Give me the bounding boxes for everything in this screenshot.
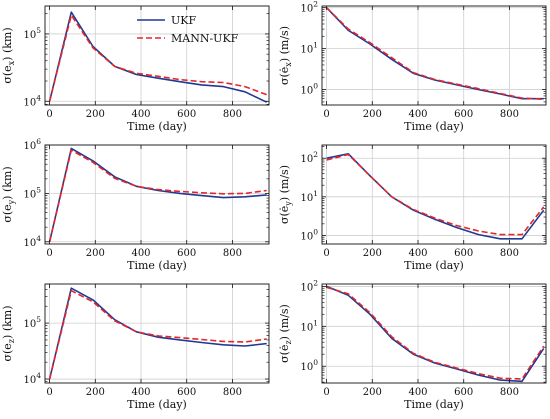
- legend-label-mann-ukf: MANN-UKF: [171, 32, 239, 45]
- x-tick-label: 400: [131, 109, 150, 120]
- series-line-ukf: [326, 153, 545, 240]
- x-tick-label: 0: [323, 248, 329, 259]
- plot-frame: [44, 283, 270, 384]
- x-tick-label: 200: [363, 387, 382, 398]
- y-axis-label: σ(ey) (km): [1, 166, 16, 222]
- subplot-1: 0 200 400 600 800 104 105 Time (day) σ(ex) (km) U…: [1, 5, 270, 133]
- y-tick-label: 100: [300, 227, 318, 242]
- x-tick-label: 800: [223, 109, 242, 120]
- series-line-mann-ukf: [326, 153, 545, 236]
- plot-frame: [44, 144, 270, 245]
- series-line-ukf: [48, 287, 267, 380]
- y-tick-label: 102: [300, 0, 318, 15]
- plot-frame: [321, 283, 547, 384]
- y-tick-label: 105: [23, 185, 41, 200]
- plot-frame: [321, 5, 547, 106]
- y-tick-label: 101: [300, 318, 318, 333]
- x-tick-label: 0: [323, 387, 329, 398]
- x-tick-label: 800: [223, 387, 242, 398]
- y-tick-label: 105: [23, 26, 41, 41]
- x-axis-label: Time (day): [404, 120, 464, 133]
- x-axis-label: Time (day): [127, 120, 187, 133]
- x-tick-label: 600: [454, 109, 473, 120]
- x-tick-label: 800: [500, 248, 519, 259]
- x-tick-label: 800: [500, 387, 519, 398]
- y-tick-label: 104: [23, 234, 41, 249]
- x-tick-label: 0: [46, 248, 52, 259]
- series-line-ukf: [48, 147, 267, 242]
- y-tick-label: 100: [300, 82, 318, 97]
- x-tick-label: 400: [408, 109, 427, 120]
- x-tick-label: 600: [177, 248, 196, 259]
- x-tick-label: 200: [363, 109, 382, 120]
- series-line-mann-ukf: [48, 14, 267, 102]
- x-tick-label: 400: [131, 387, 150, 398]
- y-tick-label: 105: [23, 315, 41, 330]
- x-tick-label: 400: [408, 387, 427, 398]
- y-tick-label: 104: [23, 371, 41, 386]
- x-tick-label: 400: [131, 248, 150, 259]
- x-tick-label: 200: [86, 387, 105, 398]
- plot-frame: [321, 144, 547, 245]
- series-line-ukf: [48, 11, 268, 103]
- x-tick-label: 800: [500, 109, 519, 120]
- series-line-ukf: [326, 7, 544, 100]
- legend-label-ukf: UKF: [171, 14, 196, 27]
- x-tick-label: 800: [223, 248, 242, 259]
- x-tick-label: 600: [177, 109, 196, 120]
- subplot-5: 0 200 400 600 800 104 105 Time (day) σ(ez) (km): [1, 283, 270, 411]
- x-axis-label: Time (day): [127, 259, 187, 272]
- y-axis-label: σ(ex) (km): [1, 27, 16, 83]
- x-tick-label: 0: [46, 387, 52, 398]
- y-axis-label: σ(ėx) (m/s): [278, 26, 293, 85]
- x-tick-label: 0: [46, 109, 52, 120]
- legend: UKF MANN-UKF: [137, 14, 239, 45]
- x-tick-label: 600: [454, 248, 473, 259]
- x-tick-label: 600: [177, 387, 196, 398]
- x-tick-label: 200: [86, 109, 105, 120]
- y-tick-label: 100: [300, 358, 318, 373]
- series-line-mann-ukf: [326, 7, 544, 101]
- plot-frame: [44, 5, 270, 106]
- series-line-mann-ukf: [48, 149, 267, 242]
- y-tick-label: 102: [300, 278, 318, 293]
- y-tick-label: 101: [300, 189, 318, 204]
- y-tick-label: 106: [23, 137, 41, 152]
- subplot-4: 0 200 400 600 800 100 101 102 Time (day) σ(ėy) (m…: [278, 144, 547, 272]
- series-line-ukf: [326, 285, 545, 383]
- y-axis-label: σ(ez) (km): [1, 306, 16, 362]
- x-axis-label: Time (day): [404, 398, 464, 411]
- x-tick-label: 600: [454, 387, 473, 398]
- series-line-mann-ukf: [48, 289, 267, 380]
- series-line-mann-ukf: [326, 286, 545, 380]
- subplot-6: 0 200 400 600 800 100 101 102 Time (day) σ(ėz) (m…: [278, 278, 547, 411]
- subplot-3: 0 200 400 600 800 104 105 106 Time (day) σ(ey) (k…: [1, 137, 270, 272]
- y-tick-label: 102: [300, 150, 318, 165]
- y-axis-label: σ(ėz) (m/s): [278, 304, 293, 363]
- x-tick-label: 200: [363, 248, 382, 259]
- x-tick-label: 200: [86, 248, 105, 259]
- y-axis-label: σ(ėy) (m/s): [278, 165, 293, 224]
- x-tick-label: 0: [323, 109, 329, 120]
- x-tick-label: 400: [408, 248, 427, 259]
- y-tick-label: 104: [23, 93, 41, 108]
- subplot-2: 0 200 400 600 800 100 101 102 Time (day) σ(ėx) (m…: [278, 0, 547, 133]
- y-tick-label: 101: [300, 41, 318, 56]
- x-axis-label: Time (day): [404, 259, 464, 272]
- x-axis-label: Time (day): [127, 398, 187, 411]
